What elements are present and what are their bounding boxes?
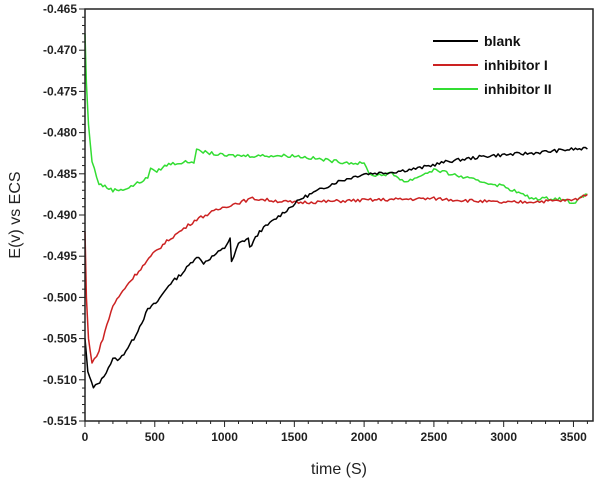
x-tick-label: 0 [82, 430, 89, 444]
y-tick-label: -0.465 [43, 2, 77, 16]
y-tick-label: -0.490 [43, 208, 77, 222]
y-tick-label: -0.500 [43, 290, 77, 304]
y-tick-label: -0.495 [43, 249, 77, 263]
y-tick-label: -0.480 [43, 126, 77, 140]
x-tick-label: 3000 [490, 430, 517, 444]
legend-label: inhibitor II [484, 81, 552, 97]
legend: blank inhibitor I inhibitor II [433, 33, 552, 97]
y-tick-label: -0.475 [43, 84, 77, 98]
x-tick-label: 1000 [211, 430, 238, 444]
axis-ticks: 0 500 1000 1500 2000 2500 3000 3500 -0.465 -0.470… [43, 2, 588, 444]
series-line-inhibitor-ii [84, 33, 588, 204]
legend-label: blank [484, 33, 521, 49]
x-tick-label: 500 [145, 430, 165, 444]
series-line-blank [84, 146, 588, 389]
x-tick-label: 2000 [351, 430, 378, 444]
y-tick-label: -0.485 [43, 167, 77, 181]
y-tick-label: -0.470 [43, 43, 77, 57]
x-tick-label: 2500 [421, 430, 448, 444]
plot-marks [84, 33, 588, 389]
x-tick-label: 1500 [281, 430, 308, 444]
y-axis-label: E(v) vs ECS [7, 171, 24, 258]
x-axis-label: time (S) [311, 461, 367, 478]
legend-label: inhibitor I [484, 57, 548, 73]
y-tick-label: -0.515 [43, 414, 77, 428]
series-line-inhibitor-i [84, 193, 588, 364]
x-tick-label: 3500 [560, 430, 587, 444]
y-tick-label: -0.505 [43, 332, 77, 346]
y-tick-label: -0.510 [43, 373, 77, 387]
